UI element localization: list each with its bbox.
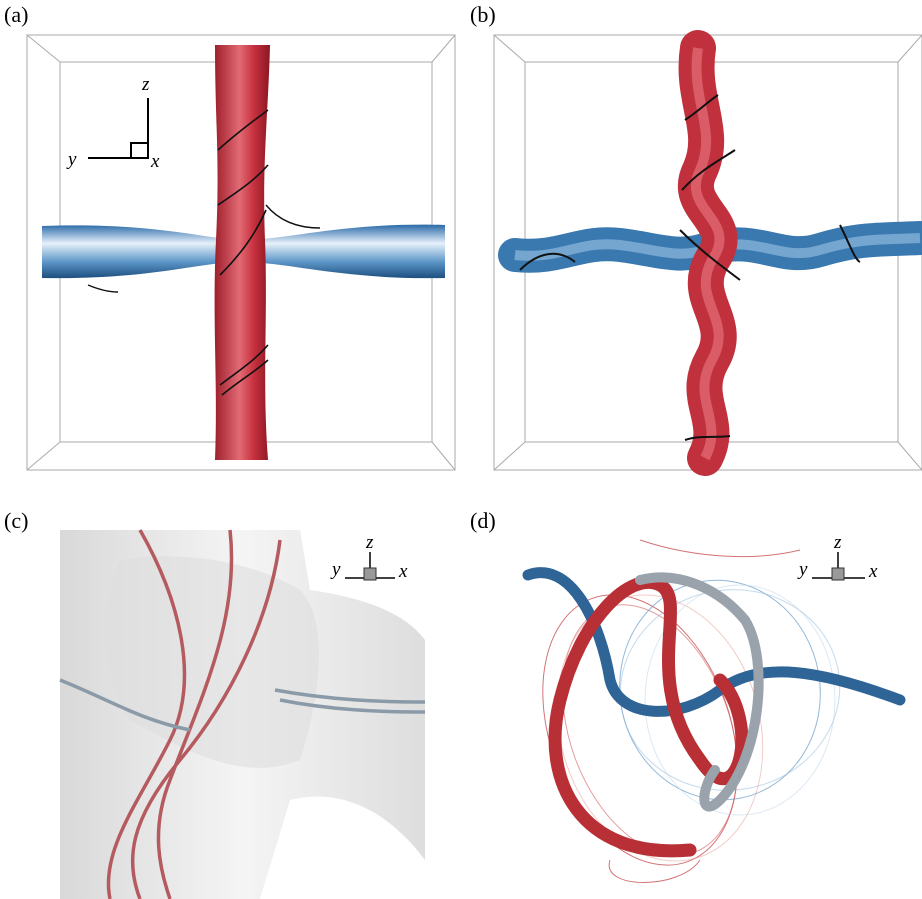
panel-label: (d) (470, 508, 496, 533)
axis-label: x (398, 561, 408, 582)
axis-cube (832, 568, 844, 580)
panel-a: z y x (27, 35, 455, 470)
panel-label: (a) (4, 2, 28, 27)
panel-d: z y x (508, 532, 900, 892)
panel-b (494, 35, 922, 470)
figure: (a) z y x (b) (c) z y x (d) z y x (0, 0, 922, 899)
axis-label: y (797, 559, 808, 580)
axis-label: y (66, 149, 77, 170)
panel-label: (b) (470, 2, 496, 27)
axis-cube (364, 568, 376, 580)
axis-label: z (365, 532, 374, 553)
page: (a) z y x (b) (c) z y x (d) z y x (() =>… (0, 0, 922, 899)
axis-triad (88, 98, 148, 158)
axis-label: x (868, 561, 878, 582)
red-tube (215, 45, 270, 460)
vortex-tube-gray (640, 577, 759, 806)
panel-c: z y x (60, 530, 425, 899)
axis-label: y (330, 559, 341, 580)
panel-label: (c) (4, 508, 28, 533)
axis-label: z (141, 74, 150, 95)
axis-label: z (833, 532, 842, 553)
axis-label: x (150, 151, 160, 172)
